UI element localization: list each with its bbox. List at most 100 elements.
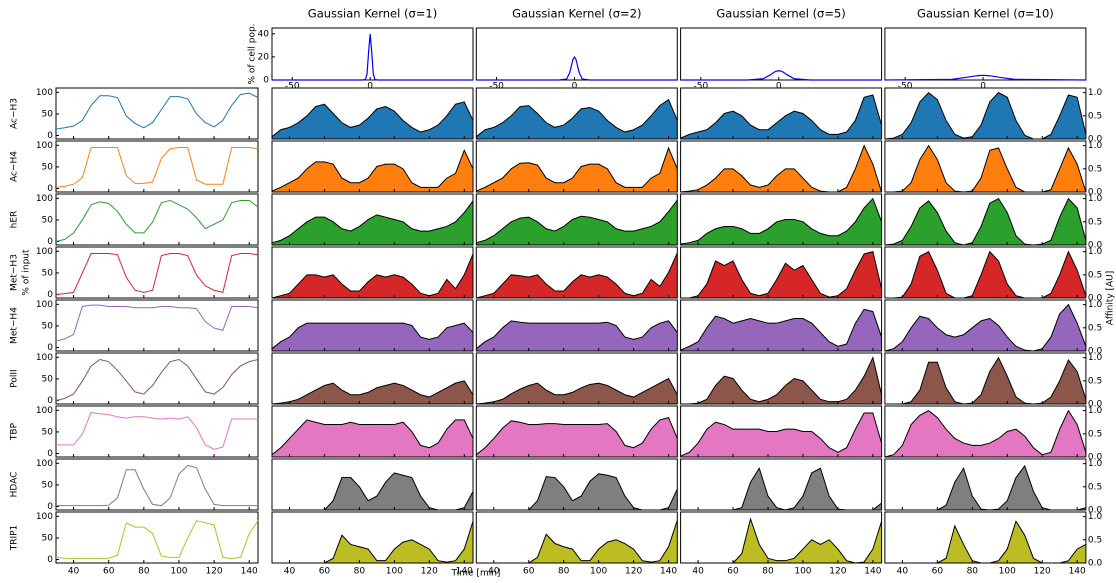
row-label: Ac−H4 [10, 151, 20, 182]
kernel-x-tick-label: 0 [980, 82, 986, 92]
area-outline [476, 199, 678, 244]
y-tick-label: 0 [47, 449, 53, 459]
series-line [55, 358, 259, 402]
y-tick-label: 50 [42, 109, 54, 119]
area-outline [884, 520, 1087, 564]
panel-frame [271, 299, 474, 352]
y-tick-label: 0.5 [1088, 429, 1102, 439]
area-fill [272, 323, 473, 351]
y-tick-label: 0.5 [1088, 535, 1102, 545]
panel-frame [884, 458, 1087, 511]
panel-frame [475, 458, 678, 511]
panel-frame [475, 352, 678, 405]
y-tick-label: 0 [47, 502, 53, 512]
x-tick-label: 40 [68, 567, 80, 577]
kernel-x-tick-label: -50 [489, 82, 504, 92]
area-outline [680, 197, 883, 245]
area-fill [476, 253, 678, 298]
y-tick-label: 50 [42, 162, 54, 172]
y-tick-label: 0.5 [1088, 482, 1102, 492]
area-fill [884, 198, 1086, 245]
y-tick-label: 50 [42, 215, 54, 225]
area-outline [476, 146, 678, 192]
area-outline [271, 322, 474, 350]
y-tick-label: 50 [42, 374, 54, 384]
x-tick-label: 120 [1034, 567, 1051, 577]
row-label: HDAC [10, 472, 20, 498]
y-tick-label: 0.0 [1088, 135, 1103, 145]
area-fill [680, 412, 882, 457]
chart-title: Gaussian Kernel (σ=10) [917, 7, 1054, 21]
panel-frame [475, 246, 678, 299]
x-tick-label: 100 [590, 567, 607, 577]
area-outline [680, 517, 883, 564]
area-fill [680, 468, 882, 510]
y-tick-label: 50 [42, 268, 54, 278]
x-tick-label: 140 [864, 567, 881, 577]
area-outline [680, 144, 883, 193]
panel-frame [680, 140, 883, 193]
x-tick-label: 60 [319, 567, 331, 577]
area-fill [476, 378, 678, 404]
panel-frame [884, 27, 1087, 81]
x-tick-label: 40 [692, 567, 704, 577]
panel-frame [884, 299, 1087, 352]
panel-frame [680, 27, 883, 81]
area-fill [884, 92, 1086, 139]
panel-frame [680, 458, 883, 511]
kernel-y-tick-label: 0 [263, 76, 269, 86]
kernel-x-tick-label: -50 [285, 82, 300, 92]
row-label: Met−H4 [10, 307, 20, 344]
area-outline [680, 467, 882, 511]
x-tick-label: 80 [354, 567, 366, 577]
area-outline [271, 380, 474, 405]
area-fill [476, 320, 678, 351]
panel-frame [55, 511, 259, 564]
x-tick-label: 140 [456, 567, 473, 577]
area-fill [272, 472, 473, 510]
area-fill [680, 145, 882, 192]
chart-title: Gaussian Kernel (σ=2) [512, 7, 641, 21]
y-tick-label: 0.0 [1088, 506, 1103, 516]
y-axis-label: Affinity [AU] [1105, 271, 1115, 326]
x-tick-label: 40 [284, 567, 296, 577]
area-outline [271, 200, 474, 244]
x-tick-label: 80 [762, 567, 774, 577]
kernel-line [476, 55, 678, 81]
y-tick-label: 0.5 [1088, 323, 1102, 333]
area-fill [680, 251, 882, 298]
panel-frame [680, 511, 883, 564]
area-fill [884, 357, 1086, 404]
kernel-y-tick-label: 20 [258, 52, 270, 62]
y-tick-label: 50 [42, 533, 54, 543]
panel-frame [55, 193, 259, 246]
y-tick-label: 1.0 [1088, 141, 1103, 151]
area-outline [884, 356, 1087, 405]
chart-title: Gaussian Kernel (σ=1) [308, 7, 437, 21]
area-fill [272, 253, 473, 298]
area-fill [680, 309, 882, 351]
area-fill [272, 101, 473, 139]
panel-frame [475, 27, 678, 81]
y-tick-label: 50 [42, 480, 54, 490]
kernel-x-tick-label: -50 [898, 82, 913, 92]
panel-frame [55, 140, 259, 193]
area-outline [476, 377, 678, 405]
y-tick-label: 0 [47, 131, 53, 141]
x-tick-label: 100 [999, 567, 1016, 577]
y-tick-label: 0 [47, 555, 53, 565]
panel-frame [884, 193, 1087, 246]
y-tick-label: 0 [47, 396, 53, 406]
series-line [55, 146, 259, 188]
area-outline [475, 416, 678, 456]
kernel-x-tick-label: -50 [694, 82, 709, 92]
panel-frame [55, 458, 259, 511]
area-fill [680, 198, 882, 245]
area-fill [476, 200, 678, 245]
y-tick-label: 0.5 [1088, 164, 1102, 174]
panel-frame [884, 405, 1087, 458]
y-tick-label: 100 [36, 194, 53, 204]
area-outline [271, 419, 474, 456]
x-tick-label: 80 [138, 567, 150, 577]
